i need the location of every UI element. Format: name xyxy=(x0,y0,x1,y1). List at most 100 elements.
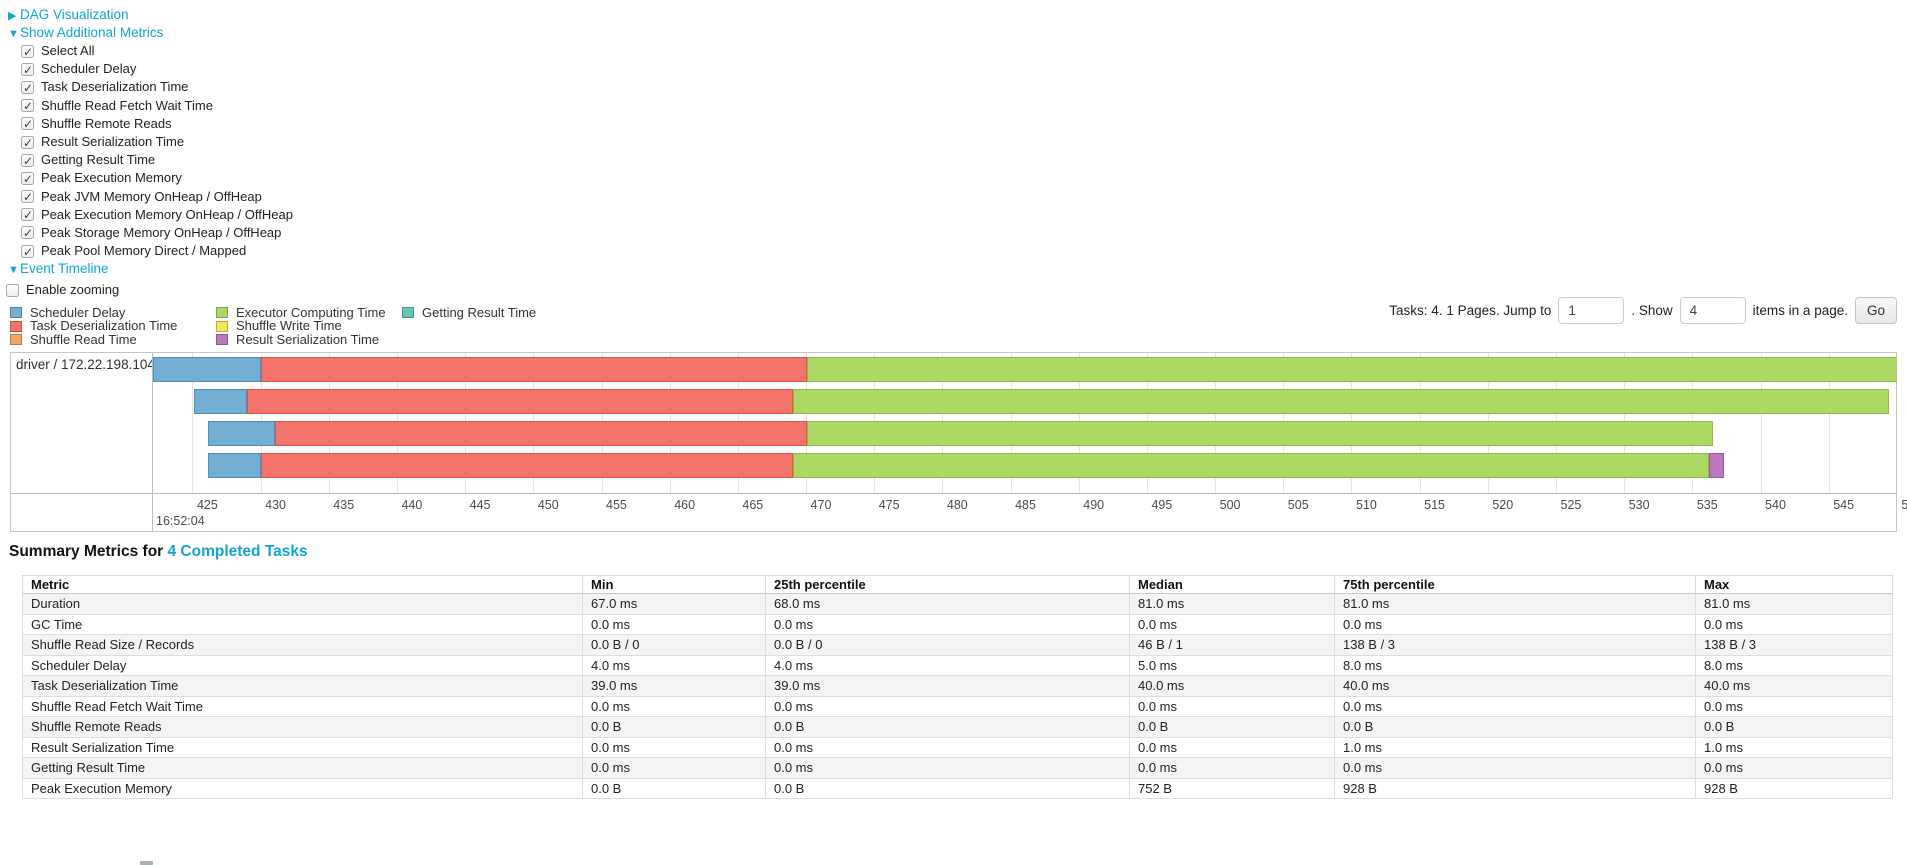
table-cell: 0.0 ms xyxy=(1695,695,1893,717)
task-4-segment-result-serialization[interactable] xyxy=(1709,453,1725,478)
cropped-next-section-fragment xyxy=(140,861,153,865)
table-cell: 81.0 ms xyxy=(1334,593,1696,615)
axis-tick-label: 435 xyxy=(333,498,355,512)
table-cell: 0.0 ms xyxy=(1129,757,1335,779)
metric-checkbox-shuffle-remote-reads[interactable]: Shuffle Remote Reads xyxy=(21,115,293,134)
table-header-row: Metric Min 25th percentile Median 75th perce… xyxy=(22,575,1893,594)
expanded-arrow-icon: ▼ xyxy=(8,28,19,40)
timeline-legend: Scheduler Delay Task Deserialization Time… xyxy=(10,306,556,346)
table-cell: Peak Execution Memory xyxy=(22,777,583,799)
dag-visualization-toggle[interactable]: ▶ DAG Visualization xyxy=(8,6,293,24)
axis-tick-label: 545 xyxy=(1833,498,1855,512)
legend-item-result-serialization: Result Serialization Time xyxy=(216,332,382,346)
task-4-segment-executor-computing[interactable] xyxy=(792,453,1710,478)
checkbox-icon[interactable] xyxy=(6,283,19,297)
task-1-segment-task-deserialization[interactable] xyxy=(261,357,807,382)
legend-item-getting-result: Getting Result Time xyxy=(402,306,536,319)
table-cell: 0.0 ms xyxy=(1695,613,1893,635)
scheduler-delay-swatch-icon xyxy=(10,307,22,319)
table-cell: 40.0 ms xyxy=(1695,675,1893,697)
result-serialization-swatch-icon xyxy=(216,333,228,345)
task-4-segment-task-deserialization[interactable] xyxy=(261,453,793,478)
items-per-page-input[interactable] xyxy=(1679,297,1746,324)
go-button[interactable]: Go xyxy=(1854,297,1897,324)
metric-checkbox-result-serialization-time[interactable]: Result Serialization Time xyxy=(21,133,293,152)
checkbox-icon[interactable] xyxy=(21,79,34,97)
show-additional-metrics-toggle[interactable]: ▼Show Additional Metrics xyxy=(8,24,293,42)
completed-tasks-link[interactable]: 4 Completed Tasks xyxy=(167,543,308,560)
enable-zooming-checkbox[interactable]: Enable zooming xyxy=(6,281,293,299)
gridline xyxy=(1760,353,1762,493)
task-4-segment-scheduler-delay[interactable] xyxy=(207,453,262,478)
table-cell: 0.0 ms xyxy=(765,695,1130,717)
table-cell: Shuffle Remote Reads xyxy=(22,716,583,738)
metric-checkbox-peak-execution-memory-onheap-offheap[interactable]: Peak Execution Memory OnHeap / OffHeap xyxy=(21,206,293,224)
gridline xyxy=(1828,353,1830,493)
task-2-segment-task-deserialization[interactable] xyxy=(247,389,793,414)
table-cell: Getting Result Time xyxy=(22,757,583,779)
dag-visualization-link[interactable]: DAG Visualization xyxy=(20,7,129,22)
metric-checkbox-scheduler-delay[interactable]: Scheduler Delay xyxy=(21,60,293,79)
table-cell: 39.0 ms xyxy=(765,675,1130,697)
checkbox-icon[interactable] xyxy=(21,134,34,152)
checkbox-icon[interactable] xyxy=(21,188,34,206)
show-additional-metrics-link[interactable]: Show Additional Metrics xyxy=(20,25,164,40)
tasks-count-text: Tasks: 4. 1 Pages. Jump to xyxy=(1389,303,1552,318)
column-header: Median xyxy=(1129,575,1335,594)
metric-checkbox-peak-jvm-memory-onheap-offheap[interactable]: Peak JVM Memory OnHeap / OffHeap xyxy=(21,188,293,206)
table-row: Getting Result Time 0.0 ms 0.0 ms 0.0 ms 0.0… xyxy=(22,757,1893,779)
checkbox-icon[interactable] xyxy=(21,61,34,79)
checkbox-icon[interactable] xyxy=(21,115,34,134)
axis-tick-label: 505 xyxy=(1287,498,1309,512)
table-cell: Shuffle Read Fetch Wait Time xyxy=(22,695,583,717)
checkbox-icon[interactable] xyxy=(21,43,34,61)
metric-checkbox-peak-storage-memory-onheap-offheap[interactable]: Peak Storage Memory OnHeap / OffHeap xyxy=(21,224,293,243)
table-cell: 0.0 ms xyxy=(1129,613,1335,635)
legend-column: Getting Result Time xyxy=(402,306,536,346)
legend-column: Executor Computing Time Shuffle Write Tim… xyxy=(216,306,386,346)
task-1-segment-executor-computing[interactable] xyxy=(806,357,1897,382)
task-3-segment-task-deserialization[interactable] xyxy=(274,421,807,446)
checkbox-label: Peak JVM Memory OnHeap / OffHeap xyxy=(41,188,262,204)
legend-item-shuffle-read: Shuffle Read Time xyxy=(10,332,196,346)
table-cell: 0.0 ms xyxy=(1695,757,1893,779)
checkbox-label: Peak Storage Memory OnHeap / OffHeap xyxy=(41,224,282,240)
metric-checkbox-shuffle-read-fetch-wait-time[interactable]: Shuffle Read Fetch Wait Time xyxy=(21,97,293,115)
task-1-segment-scheduler-delay[interactable] xyxy=(153,357,262,382)
checkbox-label: Shuffle Read Fetch Wait Time xyxy=(41,97,213,113)
task-3-segment-scheduler-delay[interactable] xyxy=(207,421,275,446)
axis-tick-label: 470 xyxy=(810,498,832,512)
checkbox-icon[interactable] xyxy=(21,97,34,115)
checkbox-icon[interactable] xyxy=(21,206,34,224)
shuffle-read-swatch-icon xyxy=(10,333,22,345)
checkbox-icon[interactable] xyxy=(21,243,34,261)
checkbox-label: Shuffle Remote Reads xyxy=(41,115,172,131)
axis-tick-label: 520 xyxy=(1492,498,1514,512)
jump-to-page-input[interactable] xyxy=(1558,297,1625,324)
checkbox-icon[interactable] xyxy=(21,224,34,243)
event-timeline-link[interactable]: Event Timeline xyxy=(20,261,109,277)
table-cell: 5.0 ms xyxy=(1129,654,1335,676)
axis-tick-label: 425 xyxy=(196,498,218,512)
task-2-segment-executor-computing[interactable] xyxy=(792,389,1890,414)
legend-item-executor-computing: Executor Computing Time xyxy=(216,306,386,319)
task-pagination: Tasks: 4. 1 Pages. Jump to . Show items … xyxy=(1389,297,1897,324)
event-timeline-toggle[interactable]: ▼Event Timeline xyxy=(8,260,293,278)
table-cell: Scheduler Delay xyxy=(22,654,583,676)
table-cell: 0.0 B xyxy=(765,777,1130,799)
task-3-segment-executor-computing[interactable] xyxy=(806,421,1714,446)
table-cell: Shuffle Read Size / Records xyxy=(22,634,583,656)
task-2-segment-scheduler-delay[interactable] xyxy=(194,389,248,414)
table-cell: 0.0 B xyxy=(1129,716,1335,738)
checkbox-icon[interactable] xyxy=(21,152,34,170)
executor-computing-swatch-icon xyxy=(216,307,228,319)
metric-checkbox-task-deserialization-time[interactable]: Task Deserialization Time xyxy=(21,78,293,97)
table-cell: 0.0 ms xyxy=(582,736,766,758)
column-header: Metric xyxy=(22,575,583,594)
metric-checkbox-select-all[interactable]: Select All xyxy=(21,42,293,61)
metric-checkbox-peak-execution-memory[interactable]: Peak Execution Memory xyxy=(21,169,293,188)
metric-checkbox-getting-result-time[interactable]: Getting Result Time xyxy=(21,151,293,170)
table-row: Shuffle Read Size / Records 0.0 B / 0 0.0 … xyxy=(22,634,1893,656)
checkbox-icon[interactable] xyxy=(21,170,34,188)
metric-checkbox-peak-pool-memory-direct-mapped[interactable]: Peak Pool Memory Direct / Mapped xyxy=(21,242,293,261)
